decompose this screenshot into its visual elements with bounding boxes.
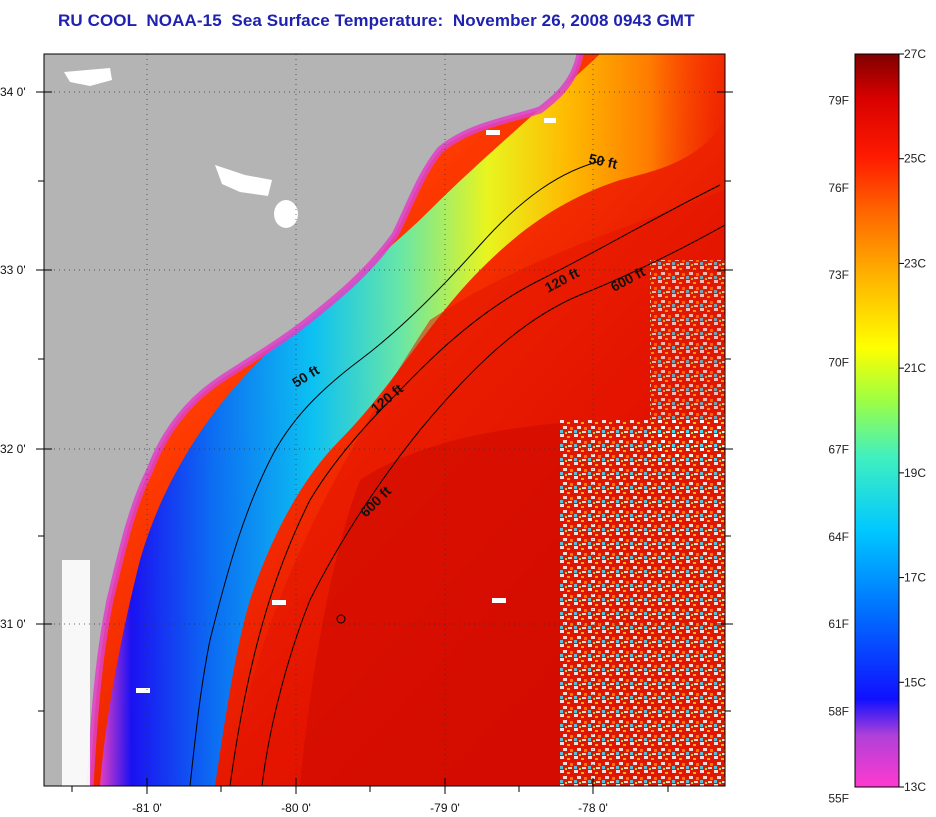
colorbar: [854, 53, 900, 788]
lat-label-31: 31 0': [0, 617, 26, 631]
isobath-50ft: [189, 159, 606, 786]
colorbar-fahrenheit-label: 58F: [828, 704, 849, 718]
colorbar-fahrenheit-label: 61F: [828, 617, 849, 631]
lon-label-79: -79 0': [430, 801, 460, 815]
graticule: [44, 54, 725, 786]
colorbar-fahrenheit-label: 73F: [828, 268, 849, 282]
colorbar-fahrenheit-labels: 79F 76F 73F 70F 67F 64F 61F 58F 55F: [828, 94, 849, 806]
colorbar-fahrenheit-label: 70F: [828, 355, 849, 369]
colorbar-fahrenheit-label: 67F: [828, 443, 849, 457]
axis-ticks: [36, 91, 733, 794]
colorbar-celsius-label: 13C: [904, 780, 926, 794]
colorbar-celsius-label: 21C: [904, 361, 926, 375]
colorbar-fahrenheit-label: 64F: [828, 530, 849, 544]
colorbar-celsius-label: 25C: [904, 152, 926, 166]
isobath-label-50ft-north: 50 ft: [587, 150, 619, 172]
colorbar-celsius-label: 23C: [904, 256, 926, 270]
map-title: RU COOL NOAA-15 Sea Surface Temperature:…: [58, 11, 695, 30]
colorbar-celsius-label: 17C: [904, 571, 926, 585]
lat-label-33: 33 0': [0, 263, 26, 277]
isobath-600ft: [261, 224, 725, 786]
colorbar-fahrenheit-label: 79F: [828, 94, 849, 108]
map-frame: [43, 53, 726, 787]
isobath-120ft: [229, 184, 721, 786]
lon-label-80: -80 0': [281, 801, 311, 815]
lon-label-81: -81 0': [132, 801, 162, 815]
lat-label-34: 34 0': [0, 85, 26, 99]
colorbar-fahrenheit-label: 55F: [828, 792, 849, 806]
lon-label-78: -78 0': [578, 801, 608, 815]
colorbar-celsius-labels: 27C 25C 23C 21C 19C 17C 15C 13C: [899, 47, 926, 794]
colorbar-celsius-label: 27C: [904, 47, 926, 61]
colorbar-celsius-label: 15C: [904, 675, 926, 689]
sst-field: [44, 54, 725, 786]
lat-label-32: 32 0': [0, 442, 26, 456]
colorbar-fahrenheit-label: 76F: [828, 181, 849, 195]
colorbar-celsius-label: 19C: [904, 466, 926, 480]
